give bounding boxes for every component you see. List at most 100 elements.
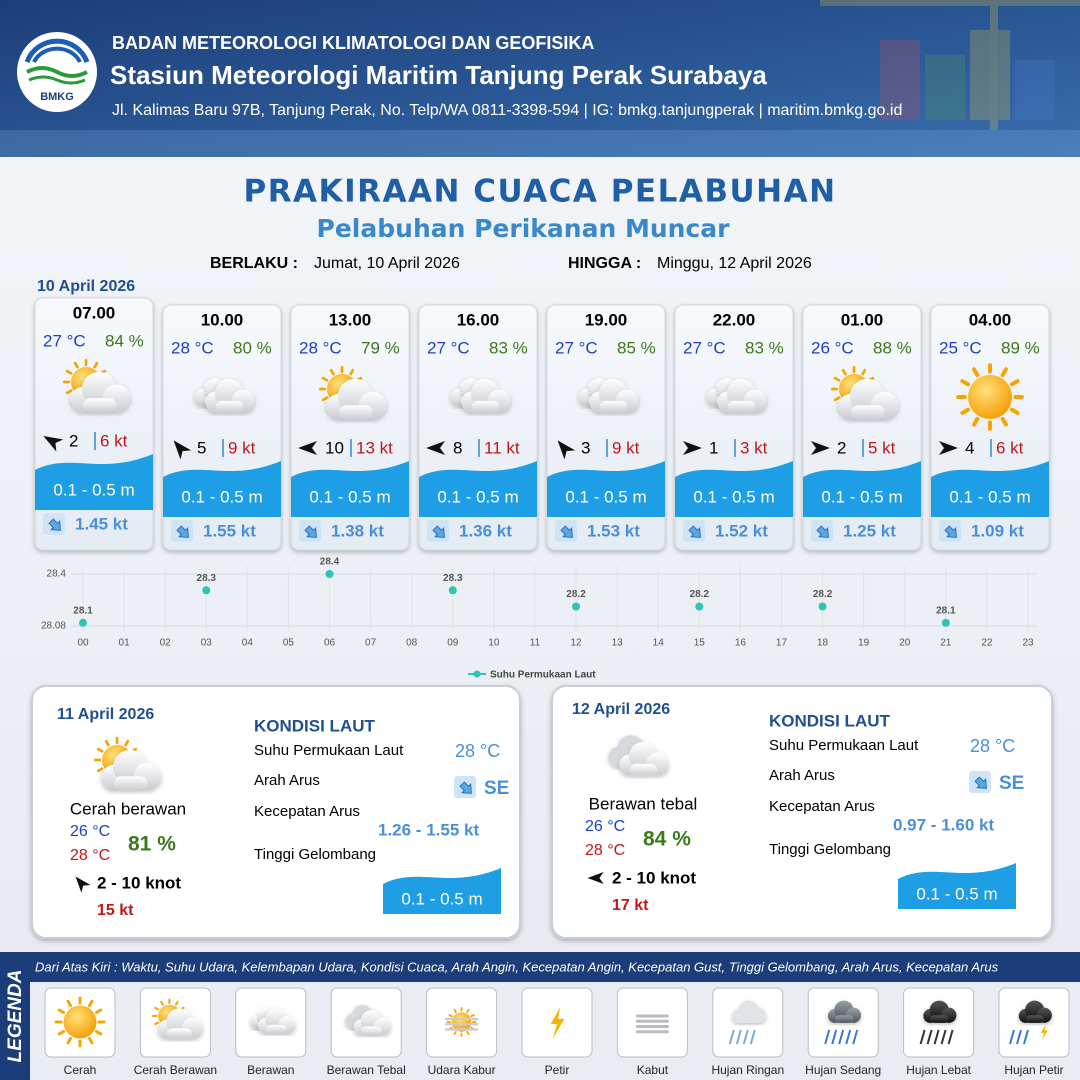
subtitle: Pelabuhan Perikanan Muncar (317, 214, 731, 243)
wave (35, 454, 153, 510)
temp-max: 28 °C (70, 847, 110, 864)
temperature: 27 °C (427, 338, 470, 357)
humidity: 88 % (873, 338, 912, 357)
hourly-card: 01.00 26 °C 88 % 2 5 kt 0.1 - 0.5 m 1.25 kt (802, 304, 922, 551)
sun-ray (349, 368, 355, 376)
from-label: BERLAKU : (210, 255, 298, 272)
time: 07.00 (73, 303, 116, 322)
rain-drop (735, 1029, 742, 1045)
fog-band (635, 1025, 669, 1028)
wind-range: 2 - 10 knot (97, 873, 181, 892)
sun-ray (861, 368, 867, 376)
temperature: 27 °C (43, 331, 86, 350)
hourly-card: 16.00 27 °C 83 % 8 11 kt 0.1 - 0.5 m 1.36 kt (418, 304, 538, 551)
sun-ray (93, 361, 99, 369)
time: 13.00 (329, 310, 372, 329)
card-bg (31, 685, 521, 939)
sun-ray (833, 376, 841, 382)
sun-ray (65, 369, 73, 375)
sea-value: SE (999, 773, 1024, 794)
fog-band (635, 1030, 669, 1034)
cloud-part (1025, 1015, 1045, 1023)
header: BMKG BADAN METEOROLOGI KLIMATOLOGI DAN G… (0, 0, 1080, 157)
cloud-icon (1018, 1000, 1052, 1023)
wind-range: 2 - 10 knot (612, 868, 696, 887)
legend-item: Hujan Petir (998, 987, 1070, 1077)
sun-icon (446, 1006, 477, 1038)
data-point (79, 618, 87, 627)
current-speed: 1.52 kt (715, 521, 768, 540)
cloud-part (930, 1015, 949, 1023)
legend-item: Petir (521, 987, 593, 1077)
sun-ray (104, 739, 110, 747)
current-arrow (459, 781, 472, 794)
daily-cards: 11 April 2026 Cerah berawan 26 °C 28 °C 81 %… (31, 685, 1053, 939)
wave (547, 461, 665, 517)
time: 22.00 (713, 310, 756, 329)
sea-label: Kecepatan Arus (254, 803, 360, 820)
sun-ray (972, 367, 980, 378)
lightning (1040, 1024, 1048, 1041)
sea-value: 0.1 - 0.5 m (401, 889, 482, 908)
sun-ray (1000, 367, 1008, 378)
wind-arrow (173, 440, 192, 460)
sea-label: Suhu Permukaan Laut (254, 742, 404, 759)
temperature: 28 °C (171, 338, 214, 357)
temperature: 27 °C (683, 338, 726, 357)
cloud-part (834, 1015, 854, 1023)
hourly-card: 07.00 27 °C 84 % 2 6 kt 0.1 - 0.5 m 1.45 kt (34, 297, 154, 551)
cloud-part (599, 400, 628, 413)
wave (291, 461, 409, 517)
cloud-icon (461, 379, 511, 413)
x-tick-label: 12 (570, 638, 582, 649)
data-label: 28.1 (936, 605, 956, 616)
sun-ray (470, 1014, 475, 1018)
rain-drop (728, 1029, 735, 1045)
x-tick-label: 14 (653, 638, 665, 649)
current-arrow (432, 525, 445, 538)
sun-ray (96, 767, 104, 773)
current-icon (555, 520, 577, 542)
agency: BADAN METEOROLOGI KLIMATOLOGI DAN GEOFIS… (112, 33, 594, 53)
humidity: 80 % (233, 338, 272, 357)
gust: 6 kt (100, 431, 128, 450)
current-arrow (48, 518, 61, 531)
current-arrow (816, 525, 829, 538)
wind-speed: 10 (325, 438, 344, 457)
day-date: 10 April 2026 (37, 278, 135, 295)
humidity: 79 % (361, 338, 400, 357)
wind-arrow (587, 872, 604, 884)
sun-disc (451, 1012, 472, 1032)
legend-item: Hujan Sedang (805, 987, 881, 1077)
gust: 6 kt (996, 438, 1024, 457)
rain-drop (838, 1029, 845, 1045)
cloud-icon (353, 1010, 391, 1035)
data-point (202, 586, 211, 595)
gust: 5 kt (868, 438, 896, 457)
data-label: 28.3 (197, 573, 217, 584)
x-tick-label: 11 (530, 638, 541, 649)
legend-marker (473, 670, 481, 678)
sea-label: Kecepatan Arus (769, 798, 875, 815)
temperature: 28 °C (299, 338, 342, 357)
wind-arrow (426, 441, 445, 455)
sun-ray (88, 1036, 94, 1045)
wind-arrow (43, 436, 64, 452)
wind-speed: 5 (197, 438, 206, 457)
y-tick-label: 28.08 (41, 621, 66, 632)
rain-drop (933, 1029, 940, 1045)
gust: 15 kt (97, 902, 134, 919)
x-tick-label: 06 (324, 638, 336, 649)
cloud-icon (589, 379, 639, 413)
current-speed: 1.55 kt (203, 521, 256, 540)
sun-ray (833, 396, 841, 402)
sea-value: 28 °C (970, 736, 1015, 756)
gust: 9 kt (228, 438, 256, 457)
sun-ray (94, 1008, 103, 1014)
cloud-icon (258, 1008, 296, 1034)
logo-wave (28, 75, 86, 85)
sun-ray (65, 389, 73, 395)
gust: 9 kt (612, 438, 640, 457)
